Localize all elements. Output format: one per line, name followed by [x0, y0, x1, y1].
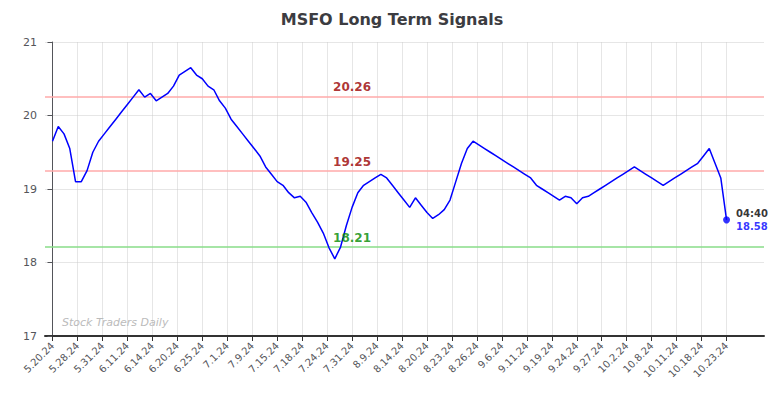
svg-text:5.28.24: 5.28.24 — [46, 340, 82, 375]
svg-text:9.19.24: 9.19.24 — [521, 340, 556, 375]
svg-text:6.14.24: 6.14.24 — [121, 340, 157, 375]
svg-text:18.21: 18.21 — [333, 231, 371, 245]
svg-text:7.18.24: 7.18.24 — [271, 340, 306, 375]
svg-text:18: 18 — [23, 256, 37, 269]
svg-text:10.18.24: 10.18.24 — [666, 340, 706, 380]
svg-text:8.20.24: 8.20.24 — [396, 340, 431, 375]
svg-text:8.14.24: 8.14.24 — [371, 340, 406, 375]
svg-text:MSFO Long Term Signals: MSFO Long Term Signals — [281, 10, 504, 29]
svg-text:04:40: 04:40 — [736, 208, 768, 219]
svg-text:Stock Traders Daily: Stock Traders Daily — [62, 316, 169, 329]
svg-text:8.9.24: 8.9.24 — [350, 340, 381, 371]
svg-text:6.11.24: 6.11.24 — [96, 340, 132, 375]
svg-text:5.20.24: 5.20.24 — [21, 340, 57, 375]
svg-text:7.31.24: 7.31.24 — [321, 340, 356, 375]
svg-text:7.9.24: 7.9.24 — [225, 340, 257, 371]
svg-text:8.23.24: 8.23.24 — [421, 340, 456, 375]
svg-text:17: 17 — [23, 330, 37, 343]
svg-text:19: 19 — [23, 183, 37, 196]
svg-text:10.8.24: 10.8.24 — [620, 340, 656, 375]
svg-text:18.58: 18.58 — [736, 221, 768, 232]
svg-text:6.25.24: 6.25.24 — [171, 340, 206, 375]
svg-text:20.26: 20.26 — [333, 80, 371, 94]
svg-text:9.11.24: 9.11.24 — [496, 340, 531, 375]
svg-text:20: 20 — [23, 109, 37, 122]
svg-text:5.31.24: 5.31.24 — [71, 340, 107, 375]
svg-text:19.25: 19.25 — [333, 155, 371, 169]
svg-text:7.24.24: 7.24.24 — [296, 340, 331, 375]
svg-text:9.27.24: 9.27.24 — [570, 340, 606, 375]
svg-text:10.23.24: 10.23.24 — [691, 340, 730, 379]
svg-text:8.26.24: 8.26.24 — [446, 340, 481, 375]
svg-text:6.20.24: 6.20.24 — [146, 340, 182, 375]
svg-text:7.15.24: 7.15.24 — [246, 340, 282, 375]
svg-text:7.1.24: 7.1.24 — [201, 340, 231, 370]
svg-text:21: 21 — [23, 36, 37, 49]
svg-text:9.6.24: 9.6.24 — [475, 340, 506, 371]
svg-text:9.24.24: 9.24.24 — [545, 340, 581, 375]
svg-text:10.11.24: 10.11.24 — [641, 340, 681, 380]
svg-text:10.2.24: 10.2.24 — [595, 340, 631, 375]
